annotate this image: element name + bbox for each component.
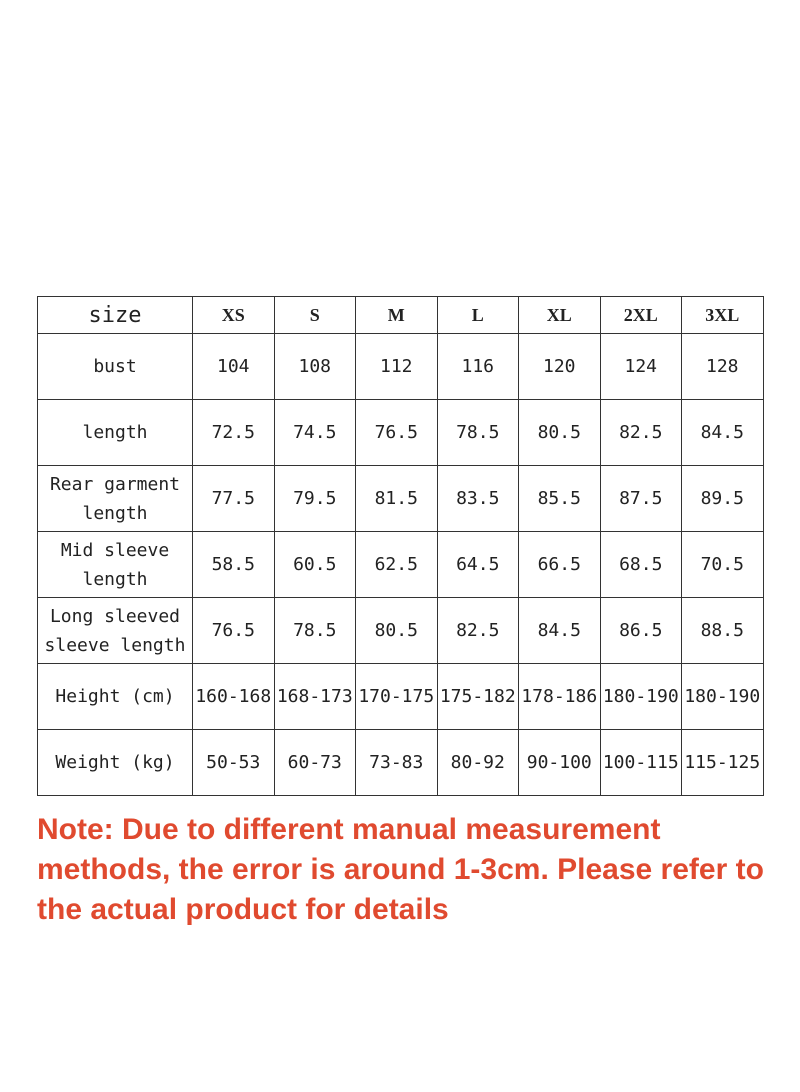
table-cell: 124 [599,333,682,400]
row-label: Weight (kg) [37,729,193,796]
table-cell: 73-83 [355,729,438,796]
table-cell: 115-125 [681,729,764,796]
table-cell: 86.5 [599,597,682,664]
measurement-note: Note: Due to different manual measuremen… [37,813,764,926]
row-label: Mid sleeve length [37,531,193,598]
table-row: length 72.5 74.5 76.5 78.5 80.5 82.5 84.5 [37,399,764,466]
table-cell: 60-73 [273,729,356,796]
table-cell: 70.5 [681,531,764,598]
table-cell: 85.5 [518,465,601,532]
table-cell: 87.5 [599,465,682,532]
table-cell: 58.5 [192,531,275,598]
table-cell: 68.5 [599,531,682,598]
table-cell: 112 [355,333,438,400]
table-cell: 82.5 [436,597,519,664]
table-cell: 76.5 [355,399,438,466]
table-cell: 104 [192,333,275,400]
table-cell: 80.5 [355,597,438,664]
table-cell: 128 [681,333,764,400]
size-header-s: S [273,296,356,334]
table-cell: 66.5 [518,531,601,598]
size-header-l: L [436,296,519,334]
size-chart-table: size XS S M L XL 2XL 3XL bust 104 108 112 116 120 12… [37,296,764,796]
table-cell: 175-182 [436,663,519,730]
size-header-m: M [355,296,438,334]
table-cell: 120 [518,333,601,400]
table-cell: 64.5 [436,531,519,598]
table-cell: 72.5 [192,399,275,466]
table-cell: 88.5 [681,597,764,664]
row-label: Long sleeved sleeve length [37,597,193,664]
table-cell: 50-53 [192,729,275,796]
size-header-3xl: 3XL [681,296,764,334]
table-row: Rear garment length 77.5 79.5 81.5 83.5 85.5 8… [37,465,764,532]
table-cell: 82.5 [599,399,682,466]
table-cell: 90-100 [518,729,601,796]
table-row: Weight (kg) 50-53 60-73 73-83 80-92 90-100 100… [37,729,764,796]
table-row: Height (cm) 160-168 168-173 170-175 175-182 1… [37,663,764,730]
table-cell: 108 [273,333,356,400]
table-cell: 79.5 [273,465,356,532]
table-cell: 74.5 [273,399,356,466]
row-label: length [37,399,193,466]
table-row: bust 104 108 112 116 120 124 128 [37,333,764,400]
row-label: Rear garment length [37,465,193,532]
table-cell: 180-190 [681,663,764,730]
table-cell: 100-115 [599,729,682,796]
table-cell: 76.5 [192,597,275,664]
table-cell: 170-175 [355,663,438,730]
table-cell: 77.5 [192,465,275,532]
size-header-xs: XS [192,296,275,334]
table-cell: 116 [436,333,519,400]
size-header-xl: XL [518,296,601,334]
table-cell: 168-173 [273,663,356,730]
table-cell: 62.5 [355,531,438,598]
size-header-2xl: 2XL [599,296,682,334]
table-cell: 178-186 [518,663,601,730]
table-cell: 84.5 [681,399,764,466]
table-row: Mid sleeve length 58.5 60.5 62.5 64.5 66.5 68.… [37,531,764,598]
header-label: size [37,296,193,334]
table-cell: 84.5 [518,597,601,664]
table-cell: 83.5 [436,465,519,532]
row-label: Height (cm) [37,663,193,730]
table-cell: 80.5 [518,399,601,466]
table-cell: 80-92 [436,729,519,796]
table-cell: 78.5 [436,399,519,466]
table-row: Long sleeved sleeve length 76.5 78.5 80.5 82… [37,597,764,664]
table-cell: 78.5 [273,597,356,664]
header-row: size XS S M L XL 2XL 3XL [37,296,764,334]
table-cell: 60.5 [273,531,356,598]
table-cell: 81.5 [355,465,438,532]
table-cell: 89.5 [681,465,764,532]
table-cell: 160-168 [192,663,275,730]
row-label: bust [37,333,193,400]
table-cell: 180-190 [599,663,682,730]
